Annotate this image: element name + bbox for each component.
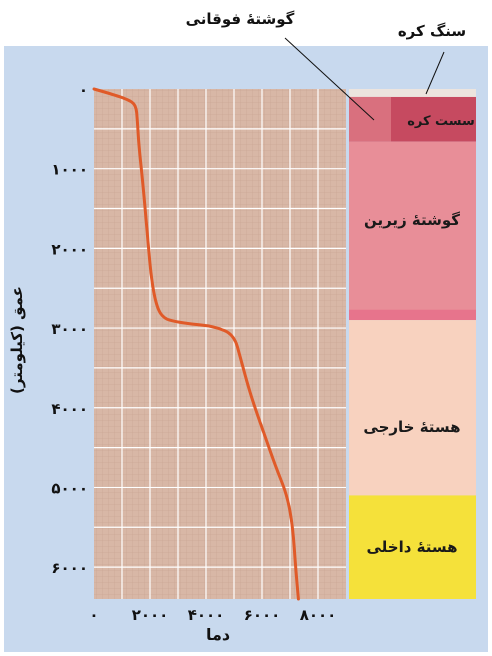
annotation-layer: گوشتهٔ فوقانی سنگ کره xyxy=(186,10,466,121)
y-tick-label: ۰ xyxy=(79,81,88,99)
series-layer xyxy=(92,87,300,601)
leader-line-lithosphere xyxy=(425,51,445,95)
tick-layer: ۰ ۲۰۰۰ ۴۰۰۰ ۶۰۰۰ ۸۰۰۰ ۰ ۱۰۰۰ ۲۰۰۰ ۳۰۰۰ ۴۰۰۰ ۵۰۰۰ ۶۰… xyxy=(51,81,336,624)
x-axis-title: دما xyxy=(206,625,230,644)
label-inner-core: هستهٔ داخلی xyxy=(366,538,457,556)
x-tick-label: ۰ xyxy=(89,606,98,624)
y-axis-title: عمق (کیلومتر) xyxy=(8,286,26,394)
layer-lower-mantle xyxy=(349,141,476,321)
y-tick-label: ۲۰۰۰ xyxy=(51,240,88,258)
leader-line-upper-mantle xyxy=(284,37,375,121)
y-tick-label: ۱۰۰۰ xyxy=(51,161,88,179)
label-lower-mantle: گوشتهٔ زیرین xyxy=(364,211,460,229)
x-tick-label: ۴۰۰۰ xyxy=(188,606,225,624)
y-tick-label: ۴۰۰۰ xyxy=(51,400,88,418)
y-tick-label: ۳۰۰۰ xyxy=(51,320,88,338)
x-tick-label: ۸۰۰۰ xyxy=(300,606,337,624)
x-tick-label: ۶۰۰۰ xyxy=(244,606,281,624)
layer-column: سست کره گوشتهٔ زیرین هستهٔ خارجی هستهٔ داخل… xyxy=(349,89,476,599)
y-tick-label: ۶۰۰۰ xyxy=(51,559,88,577)
annotation-lithosphere: سنگ کره xyxy=(398,22,466,40)
layer-transition-band xyxy=(349,309,476,321)
layer-inner-core xyxy=(349,495,476,599)
label-outer-core: هستهٔ خارجی xyxy=(363,418,460,436)
x-tick-label: ۲۰۰۰ xyxy=(132,606,169,624)
label-asthenosphere: سست کره xyxy=(407,114,475,129)
upper-mantle xyxy=(349,96,391,142)
layer-lithosphere xyxy=(349,89,476,97)
annotation-upper-mantle: گوشتهٔ فوقانی xyxy=(186,10,295,28)
layer-outer-core xyxy=(349,320,476,496)
temperature-curve xyxy=(92,87,300,601)
plot-fine-grid xyxy=(94,89,346,599)
y-tick-label: ۵۰۰۰ xyxy=(51,479,88,497)
